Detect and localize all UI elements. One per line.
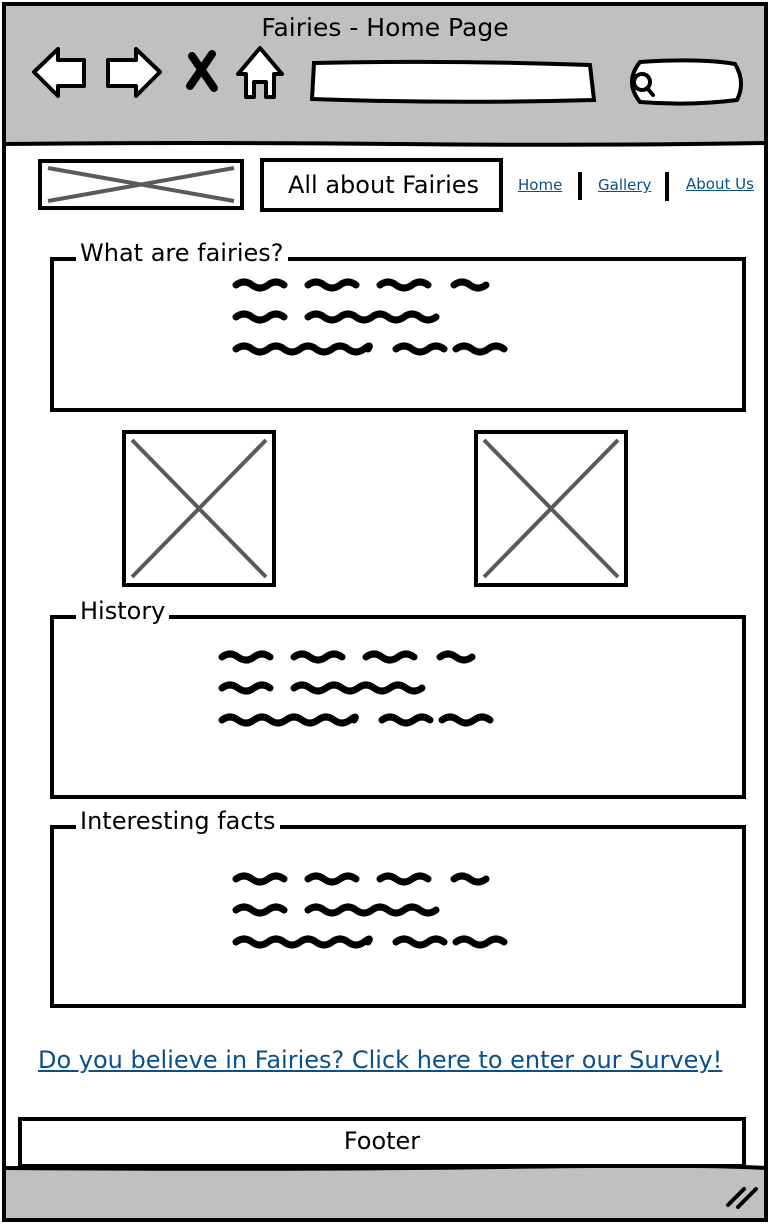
footer-label: Footer [343,1127,421,1155]
search-input[interactable] [658,68,734,98]
section-frame-interesting-facts [50,825,746,1008]
forward-arrow-icon[interactable] [106,47,162,98]
window-title: Fairies - Home Page [261,13,509,42]
home-icon[interactable] [236,46,284,99]
scribble-text-block [232,872,508,949]
section-heading-interesting-facts: Interesting facts [76,809,280,833]
site-title-box [260,158,503,212]
back-arrow-icon[interactable] [32,47,86,98]
resize-grip-icon[interactable] [726,1187,758,1209]
image-placeholder [122,430,276,587]
section-heading-history: History [76,599,170,623]
section-frame-history [50,615,746,799]
section-frame-what-are-fairies [50,257,746,412]
nav-link-gallery[interactable]: Gallery [598,176,652,194]
nav-link-about-us[interactable]: About Us [686,175,754,193]
logo-image-placeholder [38,159,244,210]
footer-box [18,1117,746,1168]
site-title: All about Fairies [287,171,480,199]
browser-statusbar [4,1168,766,1220]
close-icon[interactable] [186,50,218,92]
titlebar-divider [3,141,767,147]
address-input[interactable] [320,68,590,98]
scribble-text-block [232,278,508,356]
image-placeholder [474,430,628,587]
search-icon [632,72,655,97]
scribble-text-block [218,650,494,727]
section-heading-what-are-fairies: What are fairies? [76,241,288,265]
nav-link-home[interactable]: Home [518,176,563,194]
survey-link[interactable]: Do you believe in Fairies? Click here to… [38,1046,723,1074]
